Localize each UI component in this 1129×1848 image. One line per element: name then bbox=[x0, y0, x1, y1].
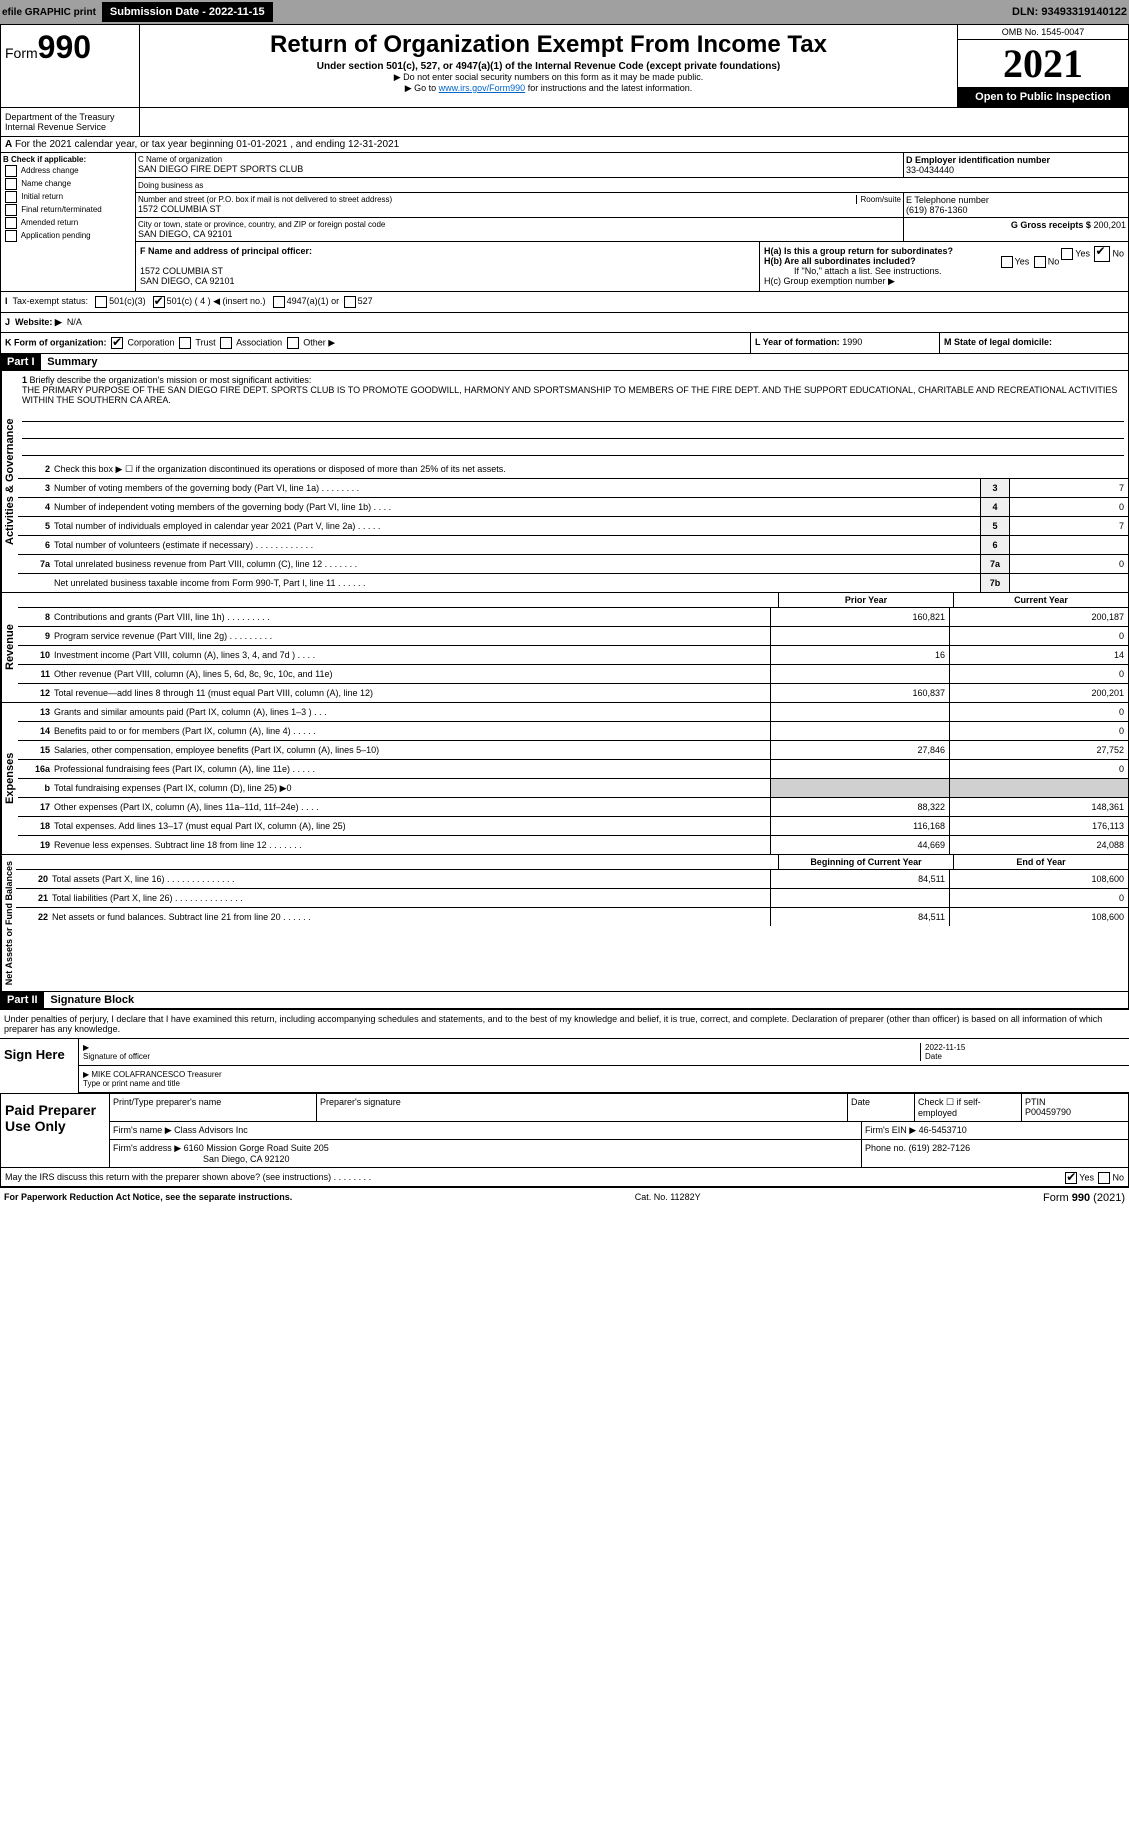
cb-amended[interactable]: Amended return bbox=[3, 217, 133, 229]
telephone: (619) 876-1360 bbox=[906, 205, 1126, 215]
cb-final[interactable]: Final return/terminated bbox=[3, 204, 133, 216]
ptin: P00459790 bbox=[1025, 1107, 1071, 1117]
dept-treasury: Department of the Treasury Internal Reve… bbox=[1, 108, 140, 136]
ein: 33-0434440 bbox=[906, 165, 954, 175]
street-label: Number and street (or P.O. box if mail i… bbox=[138, 195, 856, 204]
note-link: ▶ Go to www.irs.gov/Form990 for instruct… bbox=[144, 83, 953, 94]
vtab-revenue: Revenue bbox=[1, 593, 18, 702]
vtab-net: Net Assets or Fund Balances bbox=[1, 855, 16, 991]
officer-addr1: 1572 COLUMBIA ST bbox=[140, 266, 223, 276]
tax-year: 2021 bbox=[958, 40, 1128, 87]
hc: H(c) Group exemption number ▶ bbox=[764, 276, 1124, 287]
dba-row: Doing business as bbox=[136, 178, 1128, 193]
gross-receipts: 200,201 bbox=[1093, 220, 1126, 230]
hb-note: If "No," attach a list. See instructions… bbox=[764, 266, 1124, 276]
city-label: City or town, state or province, country… bbox=[138, 220, 901, 229]
firm-phone: (619) 282-7126 bbox=[909, 1143, 971, 1153]
mission: 1 Briefly describe the organization's mi… bbox=[18, 371, 1128, 460]
website: N/A bbox=[67, 317, 82, 328]
irs-link[interactable]: www.irs.gov/Form990 bbox=[439, 83, 526, 93]
vtab-ag: Activities & Governance bbox=[1, 371, 18, 592]
sign-here: Sign Here ▶Signature of officer2022-11-1… bbox=[0, 1038, 1129, 1093]
form-number: Form990 bbox=[5, 29, 135, 66]
firm-ein: 46-5453710 bbox=[919, 1125, 967, 1135]
topbar: efile GRAPHIC print Submission Date - 20… bbox=[0, 0, 1129, 24]
cb-initial[interactable]: Initial return bbox=[3, 191, 133, 203]
cb-address[interactable]: Address change bbox=[3, 165, 133, 177]
footer-mid: Cat. No. 11282Y bbox=[635, 1192, 701, 1204]
part2: Part II Signature Block bbox=[0, 992, 1129, 1009]
i-row: I Tax-exempt status: 501(c)(3) 501(c) ( … bbox=[0, 292, 1129, 313]
form-header: Form990 Return of Organization Exempt Fr… bbox=[0, 24, 1129, 108]
firm-name: Class Advisors Inc bbox=[174, 1125, 248, 1135]
hdr-begin: Beginning of Current Year bbox=[778, 855, 953, 869]
d-label: D Employer identification number bbox=[906, 155, 1050, 165]
section-bcde: B Check if applicable: Address change Na… bbox=[0, 153, 1129, 292]
officer-name: MIKE COLAFRANCESCO Treasurer bbox=[91, 1070, 221, 1079]
footer-right: Form 990 (2021) bbox=[1043, 1192, 1125, 1204]
room-label: Room/suite bbox=[856, 195, 901, 204]
col-b: B Check if applicable: Address change Na… bbox=[1, 153, 136, 291]
mission-text: THE PRIMARY PURPOSE OF THE SAN DIEGO FIR… bbox=[22, 385, 1117, 405]
omb: OMB No. 1545-0047 bbox=[958, 25, 1128, 40]
part1: Part I Summary bbox=[0, 354, 1129, 371]
efile-label: efile GRAPHIC print bbox=[2, 7, 96, 18]
year-formation: 1990 bbox=[842, 337, 862, 347]
ha: H(a) Is this a group return for subordin… bbox=[764, 246, 1124, 256]
dln: DLN: 93493319140122 bbox=[1012, 6, 1127, 18]
firm-addr: 6160 Mission Gorge Road Suite 205 bbox=[184, 1143, 329, 1153]
open-public: Open to Public Inspection bbox=[958, 87, 1128, 107]
footer-left: For Paperwork Reduction Act Notice, see … bbox=[4, 1192, 292, 1204]
e-label: E Telephone number bbox=[906, 195, 1126, 205]
part1-hdr: Part I bbox=[1, 354, 41, 370]
sig-declaration: Under penalties of perjury, I declare th… bbox=[0, 1009, 1129, 1038]
paid-preparer: Paid Preparer Use Only Print/Type prepar… bbox=[0, 1093, 1129, 1168]
hdr-prior: Prior Year bbox=[778, 593, 953, 607]
klm-row: K Form of organization: Corporation Trus… bbox=[0, 333, 1129, 354]
form-subtitle: Under section 501(c), 527, or 4947(a)(1)… bbox=[144, 61, 953, 72]
city: SAN DIEGO, CA 92101 bbox=[138, 229, 233, 239]
submission-date-btn[interactable]: Submission Date - 2022-11-15 bbox=[102, 2, 273, 22]
a-line: A For the 2021 calendar year, or tax yea… bbox=[0, 137, 1129, 153]
hdr-end: End of Year bbox=[953, 855, 1128, 869]
may-discuss: May the IRS discuss this return with the… bbox=[0, 1168, 1129, 1187]
note-ssn: ▶ Do not enter social security numbers o… bbox=[144, 72, 953, 83]
part2-hdr: Part II bbox=[1, 992, 44, 1008]
sig-date: 2022-11-15 bbox=[925, 1043, 965, 1052]
g-label: G Gross receipts $ bbox=[1011, 220, 1091, 230]
prep-name-hdr: Print/Type preparer's name bbox=[110, 1094, 317, 1121]
f-label: F Name and address of principal officer: bbox=[140, 246, 312, 256]
b-header: B Check if applicable: bbox=[3, 155, 86, 164]
footer: For Paperwork Reduction Act Notice, see … bbox=[0, 1187, 1129, 1208]
vtab-expenses: Expenses bbox=[1, 703, 18, 854]
officer-addr2: SAN DIEGO, CA 92101 bbox=[140, 276, 235, 286]
c-label: C Name of organization bbox=[138, 155, 901, 164]
cb-pending[interactable]: Application pending bbox=[3, 230, 133, 242]
form-title: Return of Organization Exempt From Incom… bbox=[144, 31, 953, 59]
cb-name[interactable]: Name change bbox=[3, 178, 133, 190]
street: 1572 COLUMBIA ST bbox=[138, 204, 221, 214]
j-row: J Website: ▶ N/A bbox=[0, 313, 1129, 333]
prep-sig-hdr: Preparer's signature bbox=[317, 1094, 848, 1121]
hdr-current: Current Year bbox=[953, 593, 1128, 607]
org-name: SAN DIEGO FIRE DEPT SPORTS CLUB bbox=[138, 164, 901, 174]
